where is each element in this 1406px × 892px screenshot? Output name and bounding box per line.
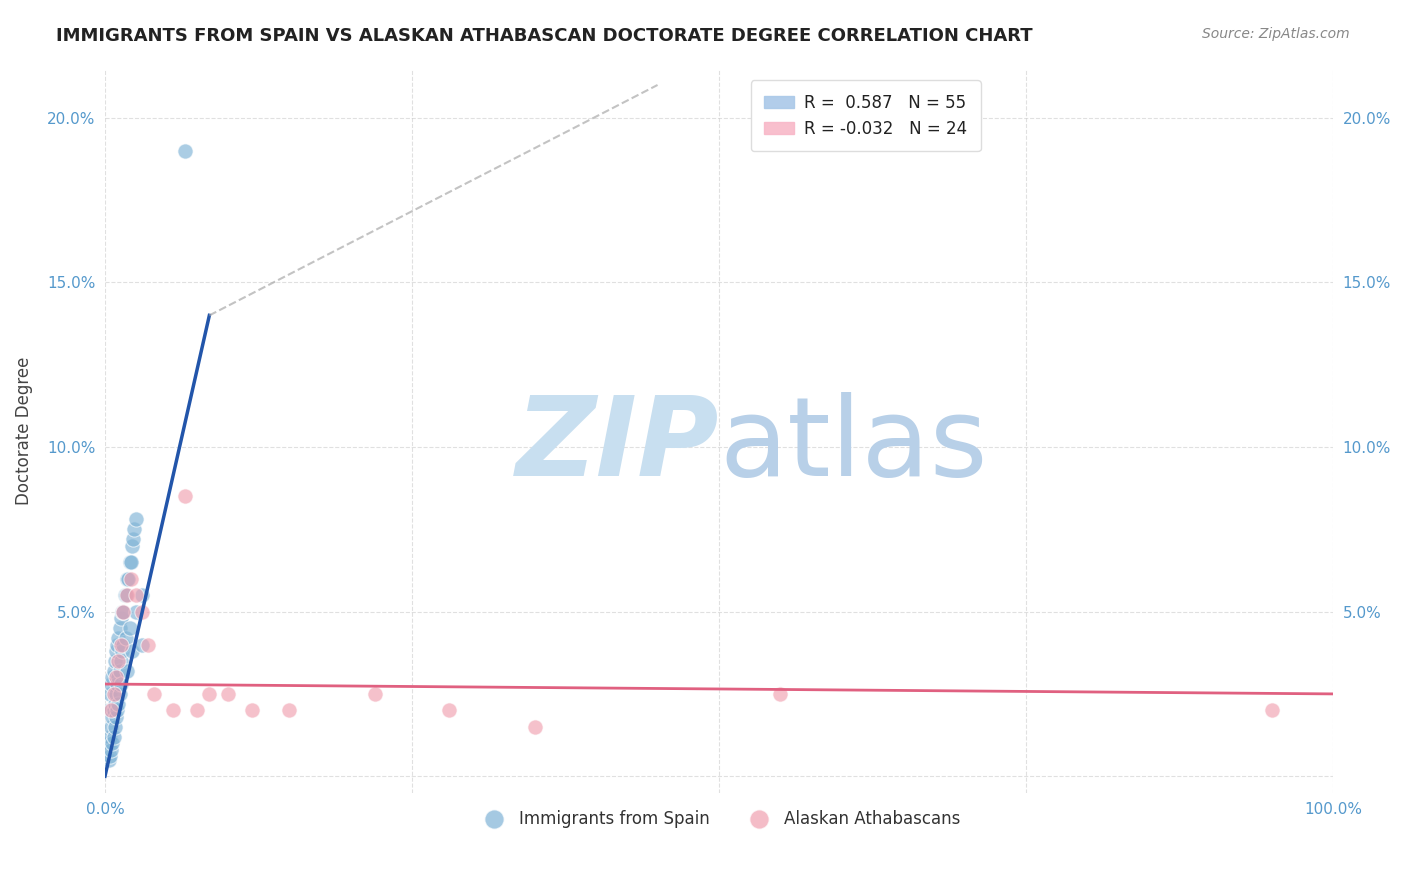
Point bbox=[120, 555, 142, 569]
Point bbox=[769, 687, 792, 701]
Point bbox=[100, 720, 122, 734]
Point bbox=[186, 703, 208, 717]
Point bbox=[1260, 703, 1282, 717]
Point bbox=[98, 749, 121, 764]
Point bbox=[111, 644, 134, 658]
Point bbox=[107, 654, 129, 668]
Point bbox=[101, 736, 124, 750]
Point bbox=[115, 572, 138, 586]
Point bbox=[118, 555, 141, 569]
Legend: Immigrants from Spain, Alaskan Athabascans: Immigrants from Spain, Alaskan Athabasca… bbox=[471, 804, 967, 835]
Text: atlas: atlas bbox=[718, 392, 987, 499]
Point bbox=[110, 654, 132, 668]
Point bbox=[121, 539, 143, 553]
Point bbox=[173, 144, 195, 158]
Text: IMMIGRANTS FROM SPAIN VS ALASKAN ATHABASCAN DOCTORATE DEGREE CORRELATION CHART: IMMIGRANTS FROM SPAIN VS ALASKAN ATHABAS… bbox=[56, 27, 1033, 45]
Text: Source: ZipAtlas.com: Source: ZipAtlas.com bbox=[1202, 27, 1350, 41]
Point bbox=[103, 664, 125, 678]
Y-axis label: Doctorate Degree: Doctorate Degree bbox=[15, 357, 32, 505]
Point bbox=[107, 670, 129, 684]
Point bbox=[198, 687, 221, 701]
Point bbox=[105, 687, 128, 701]
Point bbox=[105, 670, 128, 684]
Point bbox=[101, 670, 124, 684]
Point bbox=[111, 605, 134, 619]
Point bbox=[108, 621, 131, 635]
Point bbox=[125, 512, 148, 526]
Point bbox=[100, 677, 122, 691]
Point bbox=[97, 753, 120, 767]
Point bbox=[124, 522, 146, 536]
Point bbox=[105, 638, 128, 652]
Point bbox=[136, 638, 159, 652]
Point bbox=[162, 703, 184, 717]
Point bbox=[217, 687, 239, 701]
Text: ZIP: ZIP bbox=[516, 392, 718, 499]
Point bbox=[108, 664, 131, 678]
Point bbox=[105, 703, 128, 717]
Point bbox=[131, 605, 153, 619]
Point bbox=[101, 710, 124, 724]
Point bbox=[103, 687, 125, 701]
Point bbox=[98, 687, 121, 701]
Point bbox=[118, 621, 141, 635]
Point bbox=[121, 644, 143, 658]
Point bbox=[104, 654, 127, 668]
Point bbox=[122, 532, 145, 546]
Point bbox=[523, 720, 546, 734]
Point bbox=[100, 703, 122, 717]
Point bbox=[143, 687, 166, 701]
Point bbox=[114, 588, 136, 602]
Point bbox=[107, 631, 129, 645]
Point bbox=[125, 588, 148, 602]
Point bbox=[115, 588, 138, 602]
Point bbox=[98, 730, 121, 744]
Point bbox=[437, 703, 460, 717]
Point bbox=[115, 588, 138, 602]
Point bbox=[125, 605, 148, 619]
Point bbox=[105, 644, 128, 658]
Point bbox=[120, 572, 142, 586]
Point bbox=[131, 588, 153, 602]
Point bbox=[103, 703, 125, 717]
Point bbox=[105, 677, 128, 691]
Point bbox=[173, 490, 195, 504]
Point bbox=[97, 703, 120, 717]
Point bbox=[108, 687, 131, 701]
Point bbox=[112, 638, 135, 652]
Point bbox=[103, 730, 125, 744]
Point bbox=[110, 611, 132, 625]
Point bbox=[110, 677, 132, 691]
Point bbox=[110, 638, 132, 652]
Point bbox=[105, 710, 128, 724]
Point bbox=[364, 687, 387, 701]
Point bbox=[115, 664, 138, 678]
Point bbox=[240, 703, 263, 717]
Point bbox=[100, 743, 122, 757]
Point bbox=[115, 631, 138, 645]
Point bbox=[278, 703, 301, 717]
Point bbox=[97, 736, 120, 750]
Point bbox=[112, 605, 135, 619]
Point bbox=[117, 572, 139, 586]
Point bbox=[104, 720, 127, 734]
Point bbox=[104, 697, 127, 711]
Point bbox=[107, 697, 129, 711]
Point bbox=[131, 638, 153, 652]
Point bbox=[112, 605, 135, 619]
